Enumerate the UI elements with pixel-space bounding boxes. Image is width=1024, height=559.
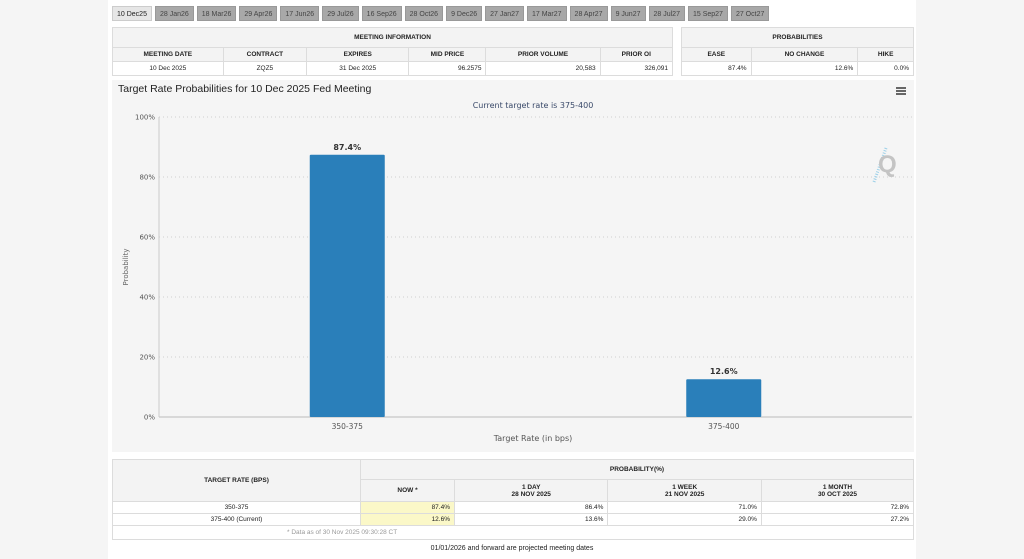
svg-text:Q: Q	[878, 151, 897, 178]
projected-dates-note: 01/01/2026 and forward are projected mee…	[430, 545, 594, 552]
meeting-information-table: MEETING INFORMATION MEETING DATE CONTRAC…	[112, 27, 674, 76]
y-tick-label: 0%	[144, 414, 155, 422]
probability-header: PROBABILITY(%)	[360, 459, 914, 480]
col-label: 1 MONTH	[822, 483, 853, 491]
col-target-rate: TARGET RATE (BPS)	[112, 459, 361, 502]
probability-cell: 12.6%	[360, 513, 455, 526]
x-tick-label: 350-375	[332, 422, 364, 431]
bar-350-375[interactable]	[309, 154, 385, 418]
tab-meeting-15[interactable]: 27 Oct27	[730, 6, 770, 21]
expires-value: 31 Dec 2025	[306, 61, 410, 76]
tab-meeting-0[interactable]: 10 Dec25	[112, 6, 152, 21]
mid-price-value: 96.2575	[408, 61, 487, 76]
col-probability-2: 1 WEEK 21 NOV 2025	[607, 479, 762, 502]
tab-meeting-1[interactable]: 28 Jan26	[154, 6, 194, 21]
col-date: 28 NOV 2025	[511, 490, 551, 498]
prior-volume-value: 20,583	[485, 61, 601, 76]
fedwatch-page: 10 Dec25 28 Jan26 18 Mar26 29 Apr26 17 Jun26…	[108, 0, 916, 559]
col-date: 30 OCT 2025	[817, 490, 857, 498]
no-change-value: 12.6%	[750, 61, 859, 76]
tab-meeting-10[interactable]: 17 Mar27	[526, 6, 567, 21]
data-label: 12.6%	[710, 367, 738, 376]
contract-value: ZQZ5	[222, 61, 308, 76]
probability-cell: 13.6%	[453, 513, 609, 526]
gridlines	[158, 116, 912, 418]
col-date: 21 NOV 2025	[664, 490, 705, 498]
tab-meeting-5[interactable]: 29 Jul26	[322, 6, 359, 21]
tab-meeting-8[interactable]: 9 Dec26	[446, 6, 483, 21]
probability-history-table: TARGET RATE (BPS) PROBABILITY(%) NOW * 1 …	[112, 459, 915, 540]
watermark-q-icon: Q	[872, 147, 897, 183]
bar-375-400[interactable]	[686, 379, 762, 417]
hamburger-menu-icon[interactable]	[896, 87, 906, 95]
probability-cell: 71.0%	[607, 501, 762, 514]
probability-cell: 29.0%	[607, 513, 762, 526]
tab-meeting-6[interactable]: 16 Sep26	[361, 6, 402, 21]
data-label: 87.4%	[333, 143, 361, 152]
chart-container: Target Rate Probabilities for 10 Dec 202…	[112, 80, 914, 452]
ease-value: 87.4%	[681, 61, 752, 76]
y-tick-label: 80%	[139, 174, 155, 182]
bars	[309, 154, 762, 418]
bar-chart: Current target rate is 375-400 0% 20% 40% 6…	[122, 101, 912, 443]
tab-meeting-2[interactable]: 18 Mar26	[196, 6, 237, 21]
x-axis-label: Target Rate (in bps)	[493, 434, 573, 443]
y-tick-label: 40%	[139, 294, 155, 302]
probability-cell: 86.4%	[453, 501, 609, 514]
tab-meeting-7[interactable]: 28 Oct26	[404, 6, 444, 21]
col-ease: EASE	[681, 47, 752, 62]
col-probability-3: 1 MONTH 30 OCT 2025	[760, 479, 915, 502]
chart-title: Target Rate Probabilities for 10 Dec 202…	[118, 83, 372, 95]
col-label: NOW *	[397, 487, 418, 494]
y-tick-label: 100%	[135, 114, 155, 122]
probabilities-table: PROBABILITIES EASE NO CHANGE HIKE 87.4% …	[681, 27, 914, 76]
probability-cell: 72.8%	[760, 501, 915, 514]
probabilities-header: PROBABILITIES	[681, 27, 914, 48]
tab-meeting-13[interactable]: 28 Jul27	[648, 6, 685, 21]
hike-value: 0.0%	[857, 61, 914, 76]
y-tick-label: 60%	[139, 234, 155, 242]
target-rate-cell: 375-400 (Current)	[112, 513, 361, 526]
x-tick-labels: 350-375 375-400	[332, 422, 740, 431]
y-tick-label: 20%	[139, 354, 155, 362]
col-prior-oi: PRIOR OI	[599, 47, 674, 62]
col-label: 1 DAY	[521, 483, 541, 491]
meeting-info-header: MEETING INFORMATION	[112, 27, 673, 48]
y-tick-labels: 0% 20% 40% 60% 80% 100%	[135, 114, 155, 422]
data-labels: 87.4% 12.6%	[333, 143, 737, 376]
meeting-date-value: 10 Dec 2025	[112, 61, 224, 76]
col-contract: CONTRACT	[222, 47, 308, 62]
prior-oi-value: 326,091	[599, 61, 674, 76]
x-tick-label: 375-400	[708, 422, 740, 431]
chart-subtitle: Current target rate is 375-400	[473, 101, 594, 110]
col-hike: HIKE	[857, 47, 914, 62]
tab-meeting-9[interactable]: 27 Jan27	[485, 6, 524, 21]
col-no-change: NO CHANGE	[750, 47, 859, 62]
col-probability-0: NOW *	[360, 479, 455, 502]
y-axis-label: Probability	[122, 248, 130, 285]
tab-meeting-3[interactable]: 29 Apr26	[239, 6, 278, 21]
tab-meeting-14[interactable]: 15 Sep27	[687, 6, 728, 21]
probability-cell: 27.2%	[760, 513, 915, 526]
table-row: 350-375 87.4% 86.4% 71.0% 72.8%	[112, 501, 915, 514]
target-rate-cell: 350-375	[112, 501, 361, 514]
col-expires: EXPIRES	[306, 47, 410, 62]
tab-meeting-4[interactable]: 17 Jun26	[280, 6, 320, 21]
meeting-tabs: 10 Dec25 28 Jan26 18 Mar26 29 Apr26 17 Jun26…	[112, 6, 770, 21]
col-mid-price: MID PRICE	[408, 47, 487, 62]
data-timestamp-footnote: * Data as of 30 Nov 2025 09:30:28 CT	[112, 525, 914, 540]
col-label: 1 WEEK	[672, 483, 698, 491]
table-row: 375-400 (Current) 12.6% 13.6% 29.0% 27.2%	[112, 513, 915, 526]
tab-meeting-12[interactable]: 9 Jun27	[610, 6, 646, 21]
probability-cell: 87.4%	[360, 501, 455, 514]
col-prior-volume: PRIOR VOLUME	[485, 47, 601, 62]
col-meeting-date: MEETING DATE	[112, 47, 224, 62]
tab-meeting-11[interactable]: 28 Apr27	[569, 6, 608, 21]
col-probability-1: 1 DAY 28 NOV 2025	[453, 479, 609, 502]
